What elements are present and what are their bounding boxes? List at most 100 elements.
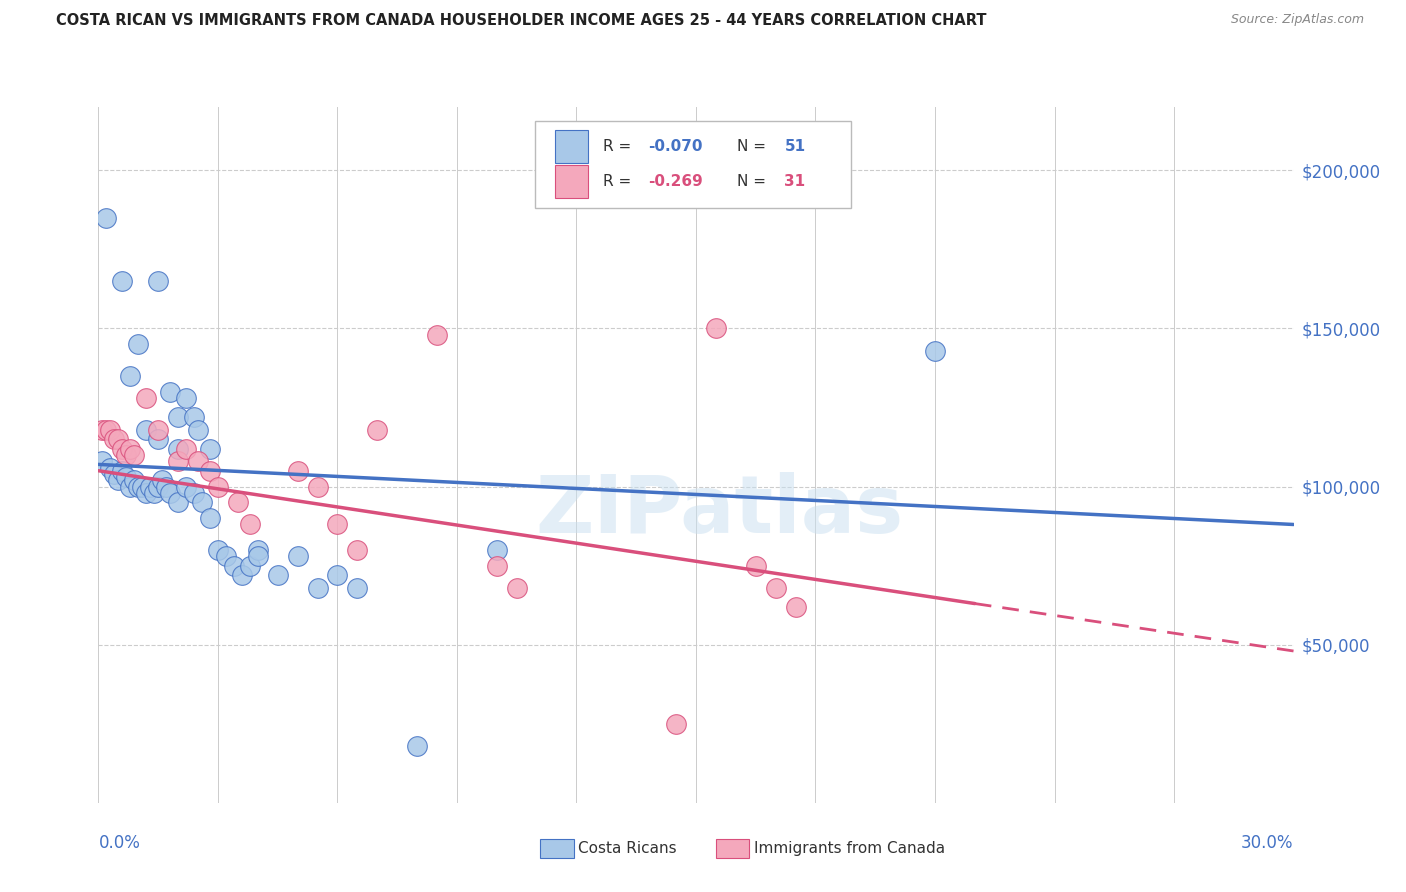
Point <box>198 464 221 478</box>
Text: -0.070: -0.070 <box>648 139 703 154</box>
Point <box>143 486 166 500</box>
Text: 30.0%: 30.0% <box>1241 834 1294 852</box>
Point <box>187 423 209 437</box>
Text: N =: N = <box>737 139 770 154</box>
Point <box>167 442 190 456</box>
Point <box>267 568 290 582</box>
Point <box>115 470 138 484</box>
Point <box>120 368 142 383</box>
Point <box>96 423 118 437</box>
Point <box>120 442 142 456</box>
Text: Source: ZipAtlas.com: Source: ZipAtlas.com <box>1230 13 1364 27</box>
Point <box>246 542 269 557</box>
Point <box>191 495 214 509</box>
Text: R =: R = <box>603 174 636 189</box>
Point <box>107 473 129 487</box>
Point <box>207 479 229 493</box>
Text: COSTA RICAN VS IMMIGRANTS FROM CANADA HOUSEHOLDER INCOME AGES 25 - 44 YEARS CORR: COSTA RICAN VS IMMIGRANTS FROM CANADA HO… <box>56 13 987 29</box>
Point <box>785 599 807 614</box>
Text: N =: N = <box>737 174 770 189</box>
Text: 0.0%: 0.0% <box>98 834 141 852</box>
Point <box>127 479 149 493</box>
Point <box>307 479 329 493</box>
Point <box>187 454 209 468</box>
Point <box>150 473 173 487</box>
Bar <box>555 130 589 163</box>
Text: Immigrants from Canada: Immigrants from Canada <box>754 841 945 855</box>
Point <box>506 581 529 595</box>
Point <box>198 442 221 456</box>
Text: 51: 51 <box>785 139 806 154</box>
Point <box>127 337 149 351</box>
Point <box>148 432 170 446</box>
Point <box>167 495 190 509</box>
Point <box>765 581 787 595</box>
Point <box>91 423 114 437</box>
Point <box>135 423 157 437</box>
Point <box>159 486 181 500</box>
Bar <box>555 165 589 198</box>
Point <box>231 568 253 582</box>
Text: 31: 31 <box>785 174 806 189</box>
Point <box>366 423 388 437</box>
Point <box>131 479 153 493</box>
Point <box>426 327 449 342</box>
Point <box>120 479 142 493</box>
Point <box>135 391 157 405</box>
Point <box>100 460 122 475</box>
Point <box>326 517 349 532</box>
Point <box>183 486 205 500</box>
Text: Costa Ricans: Costa Ricans <box>578 841 676 855</box>
Point <box>346 581 368 595</box>
Point <box>665 716 688 731</box>
Point <box>924 343 946 358</box>
Point <box>103 467 125 481</box>
Point <box>406 739 429 753</box>
Text: ZIPatlas: ZIPatlas <box>536 472 904 549</box>
Point <box>174 391 197 405</box>
Point <box>226 495 249 509</box>
Point <box>198 511 221 525</box>
Point <box>111 464 134 478</box>
Point <box>239 558 262 573</box>
Point <box>287 464 309 478</box>
Point <box>346 542 368 557</box>
Point <box>215 549 238 563</box>
Point <box>704 321 727 335</box>
Point <box>155 479 177 493</box>
Point <box>148 274 170 288</box>
Point <box>124 473 146 487</box>
Point <box>111 274 134 288</box>
Text: R =: R = <box>603 139 636 154</box>
Point <box>100 423 122 437</box>
Point <box>107 432 129 446</box>
Point <box>485 542 508 557</box>
Point <box>745 558 768 573</box>
Point <box>135 486 157 500</box>
FancyBboxPatch shape <box>534 121 852 208</box>
Point <box>207 542 229 557</box>
Point <box>246 549 269 563</box>
Point <box>485 558 508 573</box>
Point <box>91 454 114 468</box>
Point <box>103 432 125 446</box>
Point <box>111 442 134 456</box>
Point <box>159 384 181 399</box>
Point <box>124 448 146 462</box>
Point <box>139 479 162 493</box>
Point <box>148 479 170 493</box>
Point <box>174 442 197 456</box>
Point <box>167 454 190 468</box>
Point <box>115 448 138 462</box>
Text: -0.269: -0.269 <box>648 174 703 189</box>
Point <box>307 581 329 595</box>
Point <box>96 211 118 225</box>
Point <box>148 423 170 437</box>
Point <box>174 479 197 493</box>
Point <box>167 409 190 424</box>
Point <box>326 568 349 582</box>
Point <box>222 558 245 573</box>
Point <box>287 549 309 563</box>
Point <box>239 517 262 532</box>
Point <box>183 409 205 424</box>
